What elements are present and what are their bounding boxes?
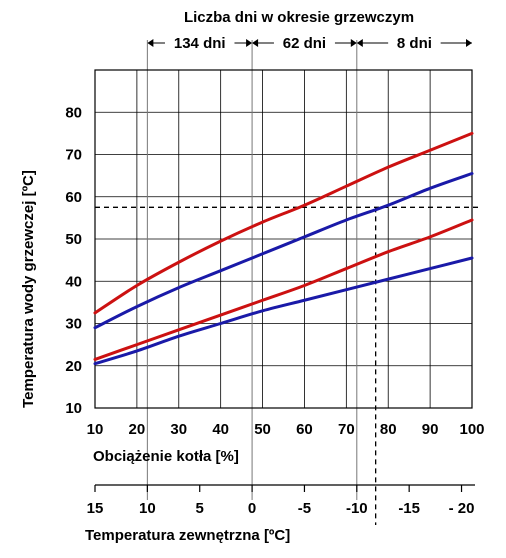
period-label-bg [164,33,235,53]
y-tick-label: 40 [65,273,82,290]
period-arrow-left [147,39,154,47]
top-title: Liczba dni w okresie grzewczym [184,9,414,26]
series-line-4 [93,256,474,366]
y-tick-label: 60 [65,189,82,206]
period-label: 8 dni [397,35,432,52]
series-line-2 [93,172,474,330]
x-tick-label: 50 [254,421,271,438]
temperature-tick-label: 10 [139,500,156,517]
x-tick-label: 80 [380,421,397,438]
period-label-bg [273,33,335,53]
x-axis-label: Obciążenie kotła [%] [93,448,239,465]
x-tick-label: 90 [422,421,439,438]
y-axis-label: Temperatura wody grzewczej [ºC] [20,170,37,408]
y-tick-label: 30 [65,316,82,333]
series-line-3 [93,218,474,361]
y-tick-label: 10 [65,400,82,417]
y-tick-label: 70 [65,147,82,164]
period-arrow-left [356,39,363,47]
series [93,131,474,366]
x-tick-label: 10 [87,421,104,438]
period-arrow-right [466,39,472,47]
period-arrow-right [246,39,253,47]
period-label: 62 dni [283,35,326,52]
x-tick-label: 100 [459,421,484,438]
x-tick-label: 40 [212,421,229,438]
period-arrow-right [350,39,357,47]
x-tick-labels: 10 20 30 40 50 60 70 80 90 100 [87,421,485,438]
reference-lines [95,206,482,525]
x-tick-label: 30 [170,421,187,438]
temperature-tick-label: -10 [346,500,368,517]
temperature-tick-label: 0 [248,500,256,517]
temperature-tick-label: 15 [87,500,104,517]
temperature-tick-label: - 20 [449,500,475,517]
y-tick-label: 20 [65,358,82,375]
y-tick-label: 80 [65,104,82,121]
heating-periods: 134 dni 62 dni 8 dni [147,33,472,53]
plot-frame [94,69,473,409]
series-line-1 [93,131,474,315]
x-tick-label: 20 [129,421,146,438]
temperature-tick-label: 5 [196,500,204,517]
y-tick-label: 50 [65,231,82,248]
temperature-tick-label: -5 [298,500,311,517]
period-label: 134 dni [174,35,226,52]
grid [95,40,472,500]
temperature-tick-label: -15 [398,500,420,517]
temperature-axis-label: Temperatura zewnętrzna [ºC] [85,527,290,544]
x-tick-label: 60 [296,421,313,438]
x-tick-label: 70 [338,421,355,438]
y-tick-labels: 10 20 30 40 50 60 70 80 [65,104,82,417]
temperature-axis: 15 10 5 0 -5 -10 -15 - 20 [87,484,475,517]
period-arrow-left [252,39,259,47]
period-label-bg [388,33,441,53]
